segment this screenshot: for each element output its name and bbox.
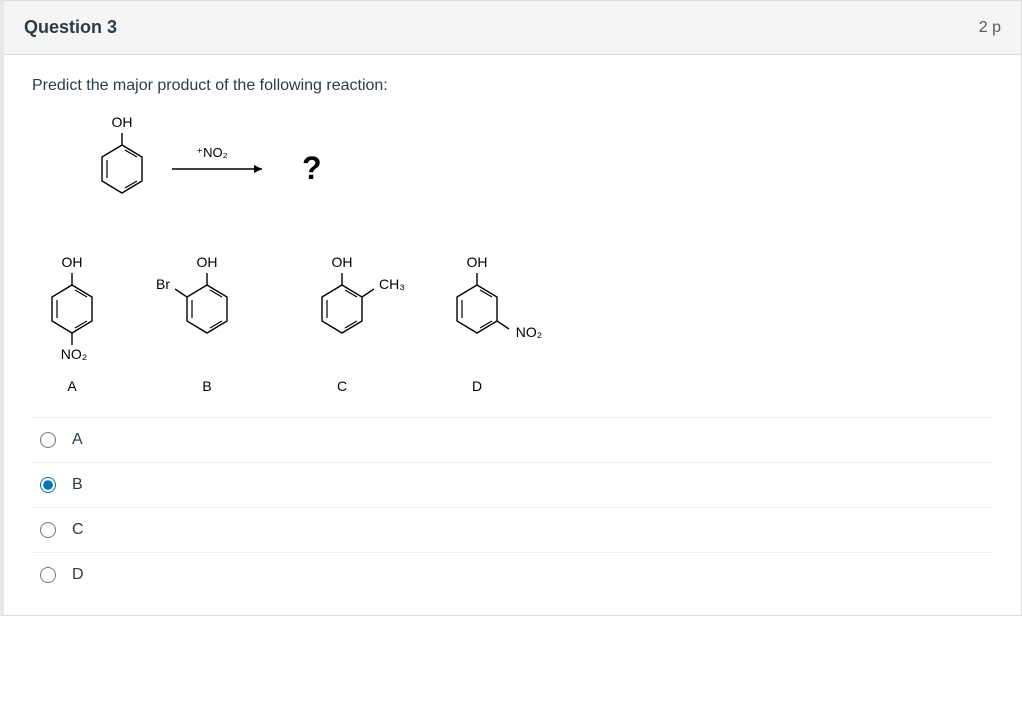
question-header: Question 3 2 p bbox=[4, 1, 1021, 55]
reaction-diagram: OH ⁺NO₂ ? OH bbox=[32, 109, 993, 409]
question-body: Predict the major product of the followi… bbox=[4, 55, 1021, 615]
reaction-svg: OH ⁺NO₂ ? OH bbox=[32, 109, 592, 409]
answer-list: A B C D bbox=[32, 417, 993, 597]
b-label: B bbox=[202, 378, 211, 394]
radio-a[interactable] bbox=[40, 432, 56, 448]
starting-material: OH bbox=[102, 114, 142, 193]
answer-option-b[interactable]: B bbox=[32, 463, 993, 508]
question-container: Question 3 2 p Predict the major product… bbox=[0, 0, 1022, 616]
structure-c: OH CH₃ C bbox=[322, 254, 405, 394]
question-title: Question 3 bbox=[24, 17, 117, 38]
question-points: 2 p bbox=[979, 19, 1001, 37]
reagent-label: ⁺NO₂ bbox=[196, 145, 227, 160]
a-bottom: NO₂ bbox=[61, 346, 87, 362]
c-label: C bbox=[337, 378, 347, 394]
answer-option-d[interactable]: D bbox=[32, 553, 993, 597]
reaction-arrow: ⁺NO₂ bbox=[172, 145, 262, 173]
c-top: OH bbox=[332, 254, 353, 270]
answer-option-a[interactable]: A bbox=[32, 418, 993, 463]
a-top: OH bbox=[62, 254, 83, 270]
b-left: Br bbox=[156, 276, 170, 292]
product-placeholder: ? bbox=[302, 150, 322, 186]
b-top: OH bbox=[197, 254, 218, 270]
radio-c[interactable] bbox=[40, 522, 56, 538]
answer-label-a: A bbox=[72, 431, 83, 449]
a-label: A bbox=[67, 378, 77, 394]
answer-label-b: B bbox=[72, 476, 83, 494]
structure-b: OH Br B bbox=[156, 254, 227, 394]
answer-label-c: C bbox=[72, 521, 84, 539]
c-right: CH₃ bbox=[379, 276, 405, 292]
d-top: OH bbox=[467, 254, 488, 270]
radio-d[interactable] bbox=[40, 567, 56, 583]
d-right: NO₂ bbox=[516, 324, 542, 340]
structure-a: OH NO₂ A bbox=[52, 254, 92, 394]
answer-option-c[interactable]: C bbox=[32, 508, 993, 553]
radio-b[interactable] bbox=[40, 477, 56, 493]
d-label: D bbox=[472, 378, 482, 394]
structure-d: OH NO₂ D bbox=[457, 254, 542, 394]
answer-label-d: D bbox=[72, 566, 84, 584]
question-prompt: Predict the major product of the followi… bbox=[32, 77, 993, 95]
sm-oh-label: OH bbox=[112, 114, 133, 130]
